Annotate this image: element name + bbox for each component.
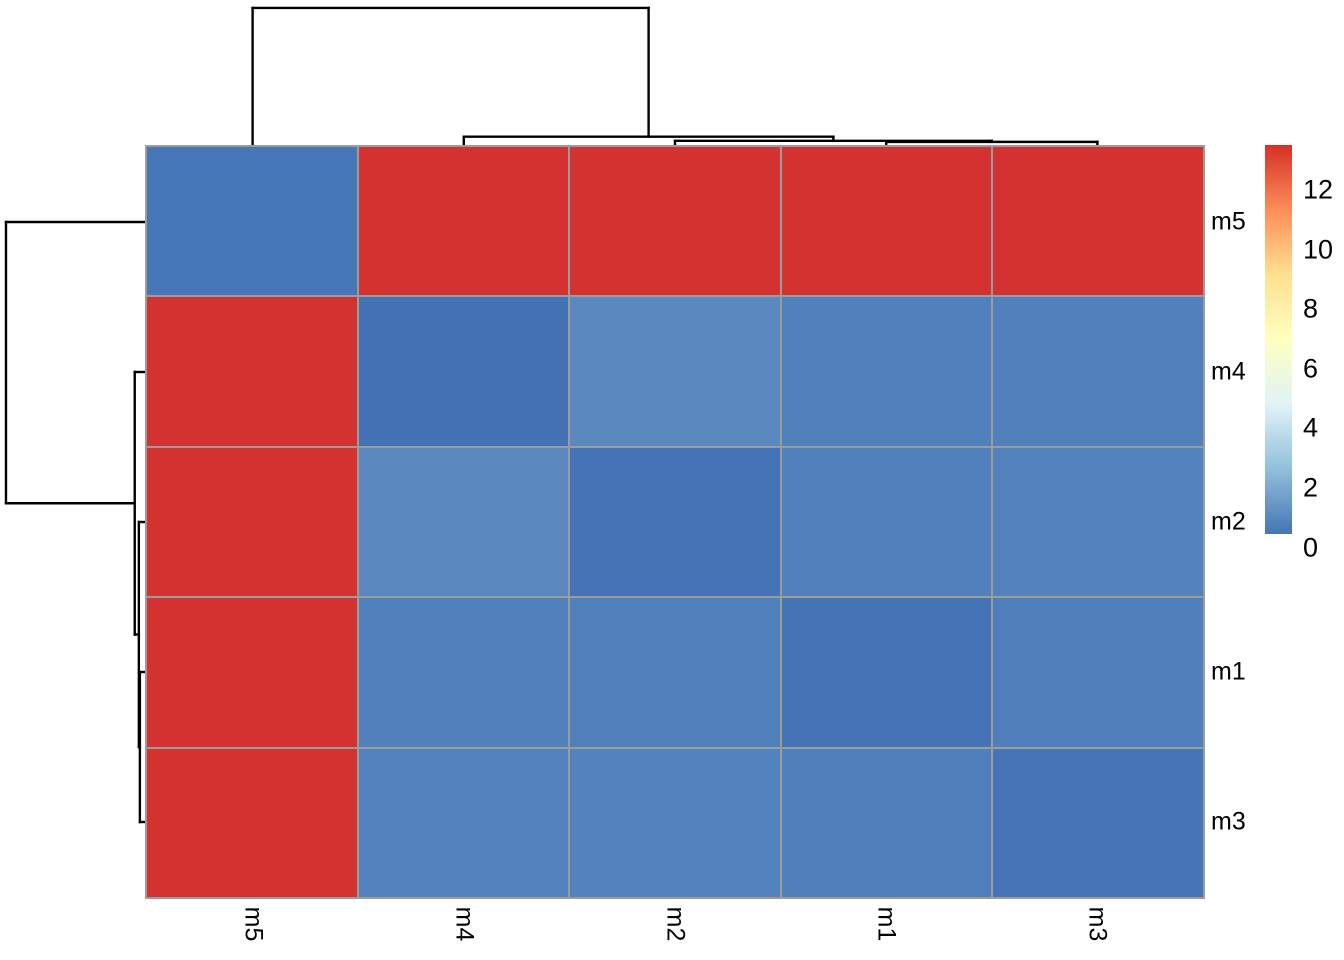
row-label-m3: m3	[1211, 807, 1246, 836]
row-label-m1: m1	[1211, 657, 1246, 686]
row-dendrogram	[4, 220, 146, 824]
heatmap-cell-m5-m2	[570, 147, 780, 296]
legend-tick-6: 6	[1303, 353, 1319, 384]
legend-tick-2: 2	[1303, 472, 1319, 503]
heatmap-cell-m2-m5	[147, 447, 357, 597]
heatmap-cell-m5-m1	[781, 147, 992, 296]
legend-tick-10: 10	[1303, 234, 1334, 265]
column-label-m3: m3	[1083, 906, 1112, 942]
legend-tick-0: 0	[1303, 532, 1319, 563]
row-label-m2: m2	[1211, 507, 1246, 536]
heatmap-cell-m2-m3	[993, 447, 1203, 597]
heatmap-cell-m3-m5	[147, 748, 357, 897]
row-label-m4: m4	[1211, 357, 1246, 386]
heatmap-cell-m5-m3	[993, 147, 1203, 296]
heatmap-cell-m1-m5	[147, 598, 357, 747]
legend-tick-8: 8	[1303, 293, 1319, 324]
heatmap-cell-m2-m1	[781, 447, 992, 597]
heatmap-cell-m4-m4	[358, 297, 569, 446]
heatmap-cell-m3-m4	[358, 748, 569, 897]
heatmap-cell-m5-m5	[147, 147, 357, 296]
column-label-m4: m4	[450, 906, 479, 942]
heatmap-cell-m4-m3	[993, 297, 1203, 446]
heatmap-cell-m4-m1	[781, 297, 992, 446]
column-label-m2: m2	[661, 906, 690, 942]
heatmap-cell-m2-m4	[358, 447, 569, 597]
heatmap-cell-m1-m3	[993, 598, 1203, 747]
heatmap-cell-m5-m4	[358, 147, 569, 296]
legend-tick-4: 4	[1303, 412, 1319, 443]
heatmap-cell-m3-m1	[781, 748, 992, 897]
heatmap-cell-m1-m4	[358, 598, 569, 747]
legend-gradient-bar	[1265, 145, 1292, 534]
row-label-m5: m5	[1211, 207, 1246, 236]
heatmap-cell-m3-m3	[993, 748, 1203, 897]
column-dendrogram	[251, 6, 1099, 148]
heatmap-cell-m1-m2	[570, 598, 780, 747]
heatmap-cell-m4-m2	[570, 297, 780, 446]
heatmap-cell-m2-m2	[570, 447, 780, 597]
column-label-m5: m5	[239, 906, 268, 942]
heatmap-cell-m1-m1	[781, 598, 992, 747]
heatmap-cell-m3-m2	[570, 748, 780, 897]
heatmap-cell-m4-m5	[147, 297, 357, 446]
legend-tick-12: 12	[1303, 174, 1334, 205]
heatmap-grid	[145, 145, 1205, 899]
column-label-m1: m1	[872, 906, 901, 942]
